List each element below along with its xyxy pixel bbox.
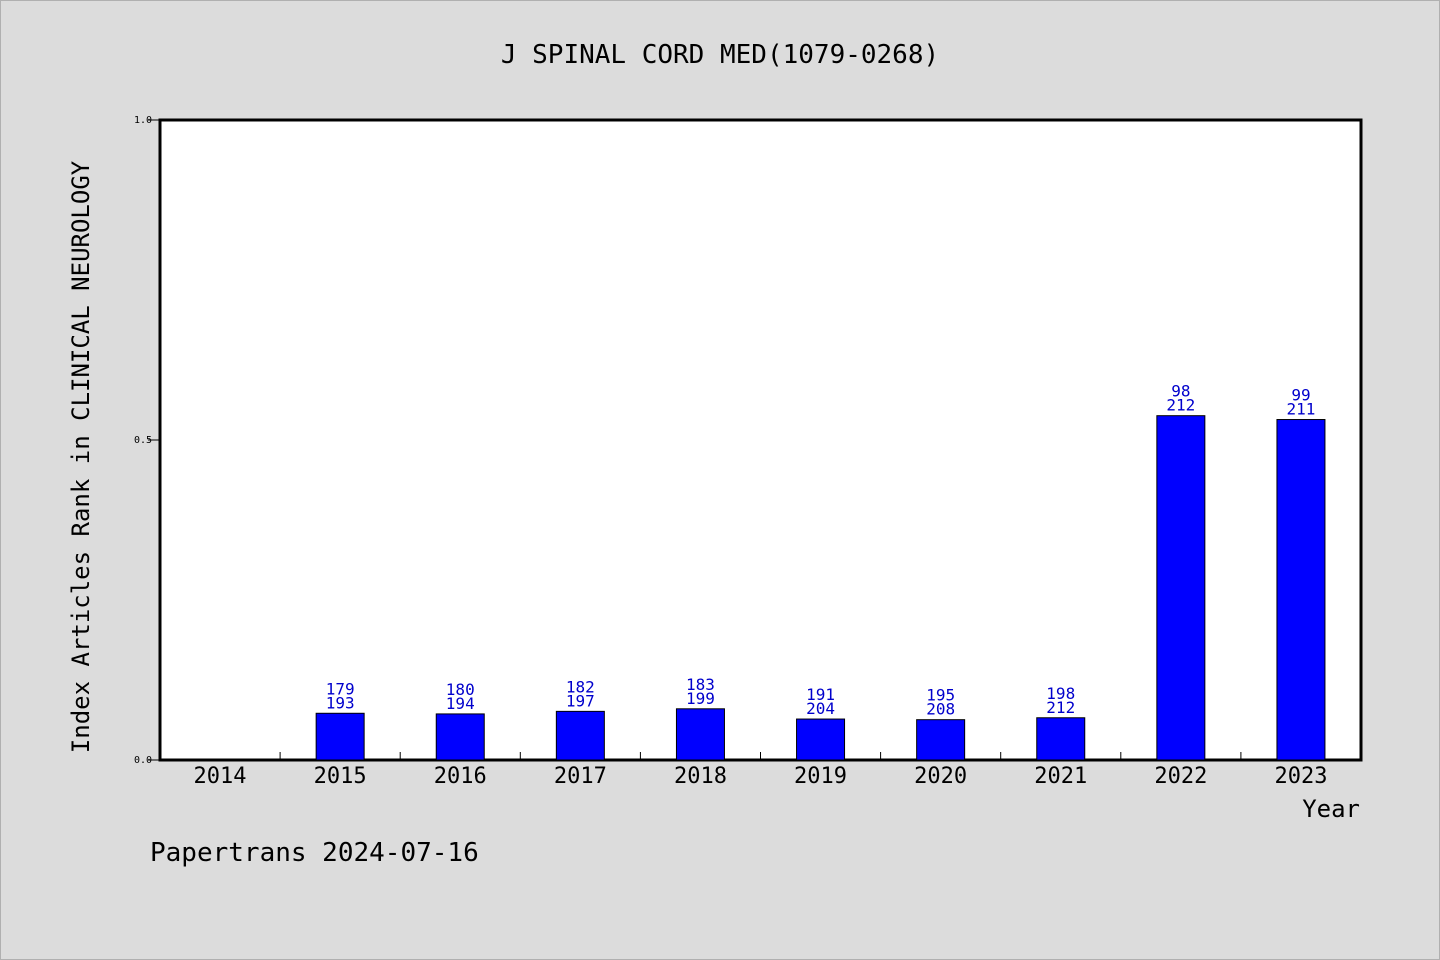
- x-tick-label: 2014: [194, 764, 247, 789]
- x-axis-label: Year: [1302, 795, 1360, 823]
- data-label-total: 208: [926, 700, 955, 719]
- x-tick-label: 2022: [1154, 764, 1207, 789]
- bar: [796, 718, 846, 761]
- data-label-total: 204: [806, 699, 835, 718]
- data-label-total: 197: [566, 691, 595, 710]
- x-tick-label: 2016: [434, 764, 487, 789]
- data-label-rank: 98: [1171, 382, 1190, 401]
- data-label-total: 199: [686, 689, 715, 708]
- bar: [315, 712, 365, 761]
- y-tick-label: 0.5: [134, 435, 152, 446]
- y-tick-label: 0.0: [134, 755, 152, 766]
- data-label-rank: 180: [446, 680, 475, 699]
- x-tick-label: 2020: [914, 764, 967, 789]
- footer-credit: Papertrans 2024-07-16: [150, 838, 479, 868]
- data-label-total: 193: [326, 693, 355, 712]
- data-label-rank: 99: [1291, 386, 1310, 405]
- data-label-total: 212: [1046, 698, 1075, 717]
- x-tick-label: 2023: [1274, 764, 1327, 789]
- x-tick-label: 2017: [554, 764, 607, 789]
- data-label-total: 194: [446, 694, 475, 713]
- y-axis-label: Index Articles Rank in CLINICAL NEUROLOG…: [67, 160, 95, 753]
- data-label-rank: 179: [326, 679, 355, 698]
- data-label-total: 211: [1286, 400, 1315, 419]
- data-label-rank: 183: [686, 675, 715, 694]
- x-tick-label: 2018: [674, 764, 727, 789]
- bar: [1156, 415, 1206, 761]
- data-label-rank: 195: [926, 686, 955, 705]
- bar: [555, 710, 605, 761]
- bar-series: [315, 415, 1326, 761]
- bar: [916, 719, 966, 761]
- x-tick-label: 2015: [314, 764, 367, 789]
- data-label-rank: 198: [1046, 684, 1075, 703]
- bar: [435, 713, 485, 761]
- data-label-rank: 191: [806, 685, 835, 704]
- y-tick-label: 1.0: [134, 115, 152, 126]
- x-tick-label: 2019: [794, 764, 847, 789]
- chart-title: J SPINAL CORD MED(1079-0268): [501, 40, 939, 70]
- x-tick-label: 2021: [1034, 764, 1087, 789]
- bar: [1276, 419, 1326, 761]
- bar: [675, 708, 725, 761]
- bar: [1036, 717, 1086, 761]
- x-axis: 2014 2015 2016 2017 2018 2019 2020 2021 2022 2023: [194, 752, 1327, 789]
- data-label-rank: 182: [566, 677, 595, 696]
- data-label-total: 212: [1166, 396, 1195, 415]
- y-axis: 0.0 0.5 1.0: [134, 115, 160, 766]
